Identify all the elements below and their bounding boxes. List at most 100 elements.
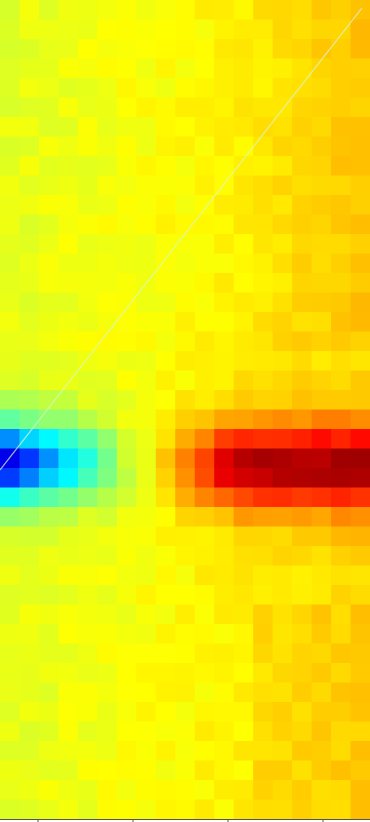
heatmap-cell: [19, 799, 40, 820]
heatmap-cell: [194, 409, 215, 430]
heatmap-cell: [38, 253, 60, 274]
heatmap-cell: [38, 39, 60, 60]
heatmap-cell: [116, 565, 137, 586]
heatmap-cell: [19, 741, 40, 762]
heatmap-cell: [0, 351, 21, 372]
heatmap-cell: [311, 214, 332, 235]
heatmap-cell: [155, 429, 176, 450]
heatmap-cell: [58, 702, 79, 723]
heatmap-cell: [77, 331, 98, 352]
heatmap-cell: [19, 312, 40, 333]
heatmap-cell: [331, 19, 352, 40]
heatmap-cell: [58, 390, 79, 411]
heatmap-cell: [214, 117, 235, 138]
heatmap-cell: [253, 175, 274, 196]
heatmap-cell: [233, 702, 254, 723]
heatmap-cell: [194, 585, 215, 606]
heatmap-cell: [292, 78, 313, 99]
heatmap-cell: [155, 565, 176, 586]
heatmap-cell: [19, 526, 40, 547]
heatmap-cell: [97, 585, 118, 606]
heatmap-cell: [19, 448, 40, 469]
heatmap-cell: [233, 370, 254, 391]
heatmap-cell: [292, 214, 313, 235]
heatmap-cell: [155, 604, 176, 625]
heatmap-cell: [19, 721, 40, 742]
heatmap-cell: [272, 214, 293, 235]
heatmap-cell: [58, 799, 79, 820]
heatmap-cell: [233, 448, 254, 469]
heatmap-cell: [19, 214, 40, 235]
heatmap-cell: [311, 292, 332, 313]
heatmap-cell: [155, 702, 176, 723]
heatmap-cell: [97, 546, 118, 567]
heatmap-cell: [331, 604, 352, 625]
heatmap-cell: [77, 448, 98, 469]
heatmap-cell: [97, 565, 118, 586]
heatmap-cell: [116, 214, 137, 235]
heatmap-cell: [272, 741, 293, 762]
heatmap-cell: [272, 487, 293, 508]
heatmap-cell: [38, 351, 60, 372]
heatmap-cell: [350, 682, 370, 703]
heatmap-cell: [350, 312, 370, 333]
heatmap-cell: [77, 682, 98, 703]
heatmap-cell: [38, 682, 60, 703]
heatmap-cell: [136, 390, 157, 411]
heatmap-cell: [233, 117, 254, 138]
heatmap-cell: [253, 39, 274, 60]
heatmap-cell: [97, 487, 118, 508]
heatmap-cell: [253, 136, 274, 157]
heatmap-cell: [253, 507, 274, 528]
heatmap-cell: [272, 390, 293, 411]
heatmap-cell: [155, 741, 176, 762]
heatmap-cell: [311, 585, 332, 606]
heatmap-cell: [272, 409, 293, 430]
heatmap-cell: [272, 156, 293, 177]
heatmap-cell: [19, 546, 40, 567]
heatmap-cell: [19, 565, 40, 586]
heatmap-cell: [136, 565, 157, 586]
heatmap-cell: [214, 760, 235, 781]
heatmap-cell: [58, 546, 79, 567]
heatmap-cell: [19, 136, 40, 157]
heatmap-cell: [292, 487, 313, 508]
heatmap-cell: [116, 682, 137, 703]
heatmap-cell: [331, 175, 352, 196]
heatmap-cell: [194, 234, 215, 255]
heatmap-cell: [58, 175, 79, 196]
heatmap-cell: [233, 546, 254, 567]
heatmap-cell: [155, 526, 176, 547]
heatmap-cell: [350, 780, 370, 801]
heatmap-cell: [155, 487, 176, 508]
heatmap-cell: [311, 253, 332, 274]
heatmap-cell: [331, 468, 352, 489]
heatmap-cell: [97, 195, 118, 216]
heatmap-cell: [194, 604, 215, 625]
heatmap-cell: [311, 526, 332, 547]
heatmap-cell: [38, 741, 60, 762]
heatmap-cell: [116, 702, 137, 723]
heatmap-cell: [175, 195, 196, 216]
heatmap-cell: [19, 624, 40, 645]
heatmap-cell: [19, 175, 40, 196]
heatmap-cell: [233, 682, 254, 703]
heatmap-cell: [0, 526, 21, 547]
heatmap-cell: [194, 643, 215, 664]
heatmap-cell: [233, 624, 254, 645]
heatmap-cell: [97, 58, 118, 79]
heatmap-cell: [311, 390, 332, 411]
heatmap-cell: [116, 624, 137, 645]
heatmap-cell: [0, 429, 21, 450]
heatmap-cell: [97, 273, 118, 294]
heatmap-cell: [272, 604, 293, 625]
heatmap-cell: [116, 0, 137, 21]
heatmap-cell: [0, 468, 21, 489]
heatmap-cell: [272, 663, 293, 684]
heatmap-cell: [194, 448, 215, 469]
heatmap-cell: [292, 409, 313, 430]
heatmap-cell: [214, 214, 235, 235]
heatmap-cell: [253, 234, 274, 255]
heatmap-cell: [272, 312, 293, 333]
heatmap-cell: [175, 702, 196, 723]
